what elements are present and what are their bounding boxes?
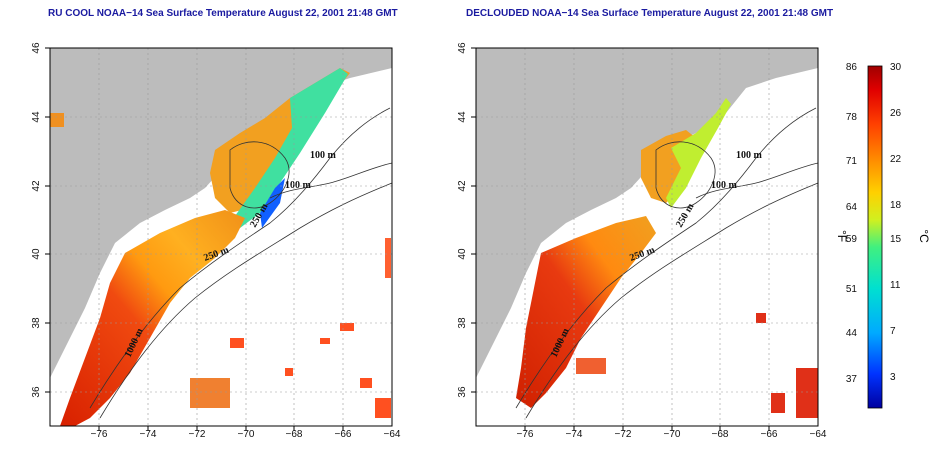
lon-tick: −74 [140, 429, 157, 438]
right-map-title: DECLOUDED NOAA−14 Sea Surface Temperatur… [466, 8, 834, 19]
lat-tick: 44 [457, 111, 468, 123]
lat-tick: 38 [31, 317, 42, 329]
fahrenheit-tick: 59 [846, 234, 858, 245]
bathymetry-contours [89, 107, 393, 419]
right-sst-map: 100 m 100 m 250 m 250 m 1000 m −76 −74 −… [457, 42, 827, 438]
lon-tick: −72 [189, 429, 206, 438]
lon-tick: −74 [566, 429, 583, 438]
fahrenheit-tick: 78 [846, 112, 858, 123]
temperature-colorbar: 86 78 71 64 59 51 44 37 30 26 22 18 15 1… [835, 62, 930, 409]
mid-atlantic-sst [516, 216, 656, 408]
fahrenheit-unit: °F [835, 230, 849, 242]
cloud-speckles [50, 113, 391, 418]
lon-tick: −64 [384, 429, 401, 438]
fahrenheit-tick: 51 [846, 284, 858, 295]
map-grid [476, 48, 818, 426]
lat-tick: 42 [457, 180, 468, 192]
cloud-speckles [576, 313, 818, 418]
cool-band [666, 98, 731, 208]
lat-tick: 38 [457, 317, 468, 329]
celsius-unit: °C [917, 229, 930, 243]
fahrenheit-tick: 64 [846, 202, 858, 213]
celsius-tick: 26 [890, 108, 902, 119]
map-grid [50, 48, 392, 426]
land-mass [476, 48, 818, 378]
lat-tick: 36 [31, 386, 42, 398]
lat-tick: 40 [457, 248, 468, 260]
contour-label-100m-south: 100 m [285, 180, 312, 191]
celsius-tick: 11 [890, 280, 901, 291]
fahrenheit-tick: 86 [846, 62, 858, 73]
fahrenheit-tick: 44 [846, 328, 858, 339]
contour-label-100m-north: 100 m [310, 150, 337, 161]
cool-band [235, 68, 348, 228]
lat-tick: 46 [457, 42, 468, 54]
lat-tick: 42 [31, 180, 42, 192]
lat-tick: 40 [31, 248, 42, 260]
lon-tick: −66 [761, 429, 778, 438]
celsius-tick: 15 [890, 234, 902, 245]
lon-tick: −76 [91, 429, 108, 438]
celsius-tick: 7 [890, 326, 896, 337]
lon-tick: −68 [712, 429, 729, 438]
map-frame [475, 47, 819, 427]
lon-tick: −68 [286, 429, 303, 438]
lon-tick: −72 [615, 429, 632, 438]
cold-core [260, 178, 285, 228]
lon-tick: −64 [810, 429, 827, 438]
celsius-tick: 3 [890, 372, 896, 383]
bathymetry-contours [515, 107, 819, 419]
lat-tick: 36 [457, 386, 468, 398]
lat-tick: 46 [31, 42, 42, 54]
left-sst-map: 100 m 100 m 250 m 250 m 1000 m −76 −74 −… [31, 42, 401, 438]
lat-tick: 44 [31, 111, 42, 123]
colorbar-gradient [867, 65, 883, 409]
lon-tick: −70 [238, 429, 255, 438]
contour-label-100m-north: 100 m [736, 150, 763, 161]
contour-label-100m-south: 100 m [711, 180, 738, 191]
lon-tick: −70 [664, 429, 681, 438]
celsius-tick: 30 [890, 62, 902, 73]
left-map-title: RU COOL NOAA−14 Sea Surface Temperature … [48, 8, 398, 19]
fahrenheit-tick: 71 [846, 156, 858, 167]
celsius-tick: 22 [890, 154, 902, 165]
lon-tick: −76 [517, 429, 534, 438]
lon-tick: −66 [335, 429, 352, 438]
celsius-tick: 18 [890, 200, 902, 211]
map-frame [49, 47, 393, 427]
land-mass [50, 48, 392, 378]
fahrenheit-tick: 37 [846, 374, 858, 385]
